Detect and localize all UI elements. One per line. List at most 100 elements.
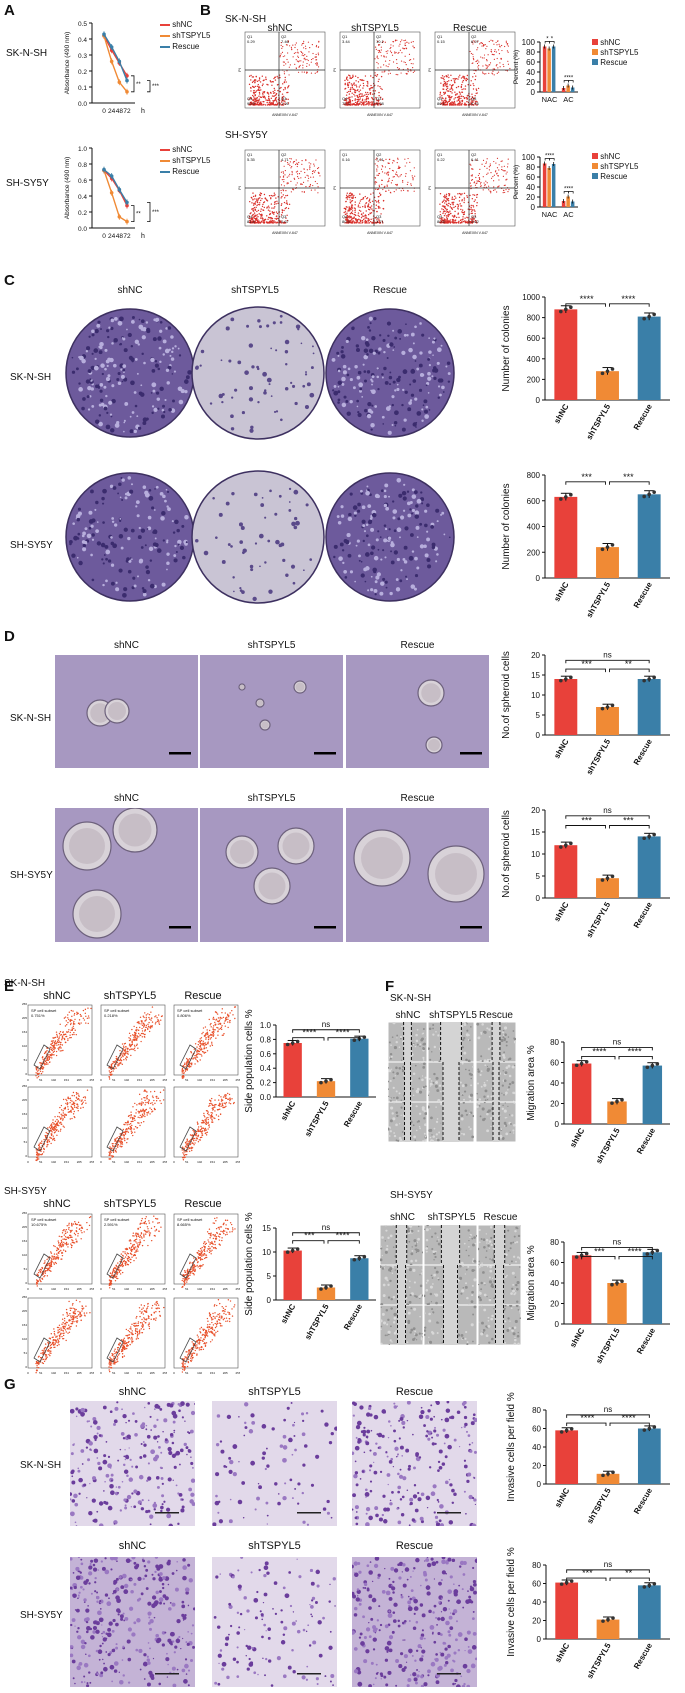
event-dot <box>272 90 274 93</box>
event-dot <box>275 101 278 103</box>
colony <box>413 587 417 591</box>
colony <box>392 349 395 352</box>
colony <box>375 575 380 580</box>
event-dot <box>385 50 387 53</box>
event-dot <box>220 1026 223 1029</box>
colony <box>148 495 154 501</box>
colony <box>369 493 372 497</box>
colony <box>86 346 91 351</box>
quadrant-pct: 6.41 <box>471 157 480 162</box>
event-dot <box>123 1046 125 1049</box>
event-dot <box>396 62 398 65</box>
event-dot <box>475 88 477 90</box>
colony <box>145 417 149 421</box>
colony <box>416 498 422 504</box>
colony <box>341 382 345 386</box>
event-dot <box>509 67 511 70</box>
event-dot <box>382 188 384 191</box>
event-dot <box>470 98 472 100</box>
event-dot <box>285 63 287 65</box>
event-dot <box>273 207 275 209</box>
event-dot <box>50 1040 53 1042</box>
colony <box>384 483 389 488</box>
event-dot <box>226 1013 229 1015</box>
event-dot <box>160 1015 163 1018</box>
event-dot <box>52 1051 55 1053</box>
replicate-dot <box>610 543 615 547</box>
event-dot <box>53 1041 56 1044</box>
y-tick-label: 0 <box>536 731 541 740</box>
event-dot <box>347 221 350 224</box>
event-dot <box>188 1058 191 1060</box>
colony <box>437 396 441 399</box>
event-dot <box>469 194 471 197</box>
event-dot <box>254 85 257 88</box>
event-dot <box>347 97 349 100</box>
colony <box>397 329 403 334</box>
event-dot <box>295 159 297 161</box>
colony <box>71 370 76 374</box>
event-dot <box>303 54 305 57</box>
colony <box>225 501 230 506</box>
colony <box>395 578 399 581</box>
event-dot <box>406 183 408 186</box>
event-dot <box>306 71 308 73</box>
event-dot <box>298 177 300 179</box>
event-dot <box>316 167 319 170</box>
colony <box>110 536 113 539</box>
event-dot <box>444 194 446 196</box>
series-line-shnc <box>103 169 128 206</box>
event-dot <box>461 84 463 86</box>
event-dot <box>444 202 446 204</box>
event-dot <box>132 1034 134 1036</box>
y-tick-label: 600 <box>527 334 541 343</box>
event-dot <box>376 102 378 104</box>
event-dot <box>265 199 268 201</box>
event-dot <box>376 188 379 191</box>
event-dot <box>248 221 251 224</box>
colony <box>366 485 369 488</box>
colony <box>379 334 382 337</box>
event-dot <box>257 88 260 90</box>
event-dot <box>463 197 466 199</box>
colony <box>369 517 373 520</box>
colony <box>137 535 142 540</box>
event-dot <box>472 56 474 58</box>
event-dot <box>126 1052 128 1055</box>
event-dot <box>256 210 258 213</box>
event-dot <box>78 1019 81 1021</box>
y-tick-label: 600 <box>527 497 541 506</box>
colony <box>342 561 345 565</box>
event-dot <box>260 101 262 103</box>
event-dot <box>142 1026 145 1028</box>
event-dot <box>250 74 252 77</box>
event-dot <box>124 1042 127 1045</box>
event-dot <box>471 174 473 176</box>
event-dot <box>283 61 285 63</box>
colony <box>285 573 289 577</box>
event-dot <box>357 97 360 99</box>
spheroid-core <box>230 840 254 864</box>
event-dot <box>258 77 261 79</box>
event-dot <box>136 1035 138 1037</box>
colony <box>257 400 260 404</box>
x-tick-label: shTSPYL5 <box>585 402 613 441</box>
colony <box>116 377 120 381</box>
event-dot <box>130 1054 132 1057</box>
event-dot <box>263 206 266 209</box>
event-dot <box>290 180 292 182</box>
event-dot <box>376 56 378 58</box>
event-dot <box>55 1125 57 1127</box>
event-dot <box>67 1108 69 1111</box>
c-col-shnc: shNC <box>117 285 143 296</box>
colony <box>368 329 372 332</box>
colony <box>305 371 307 374</box>
event-dot <box>453 100 456 103</box>
event-dot <box>59 1045 61 1048</box>
event-dot <box>300 51 303 54</box>
colony <box>111 384 115 388</box>
event-dot <box>185 1063 188 1065</box>
event-dot <box>448 214 451 216</box>
colony <box>305 503 309 507</box>
colony <box>415 421 418 424</box>
